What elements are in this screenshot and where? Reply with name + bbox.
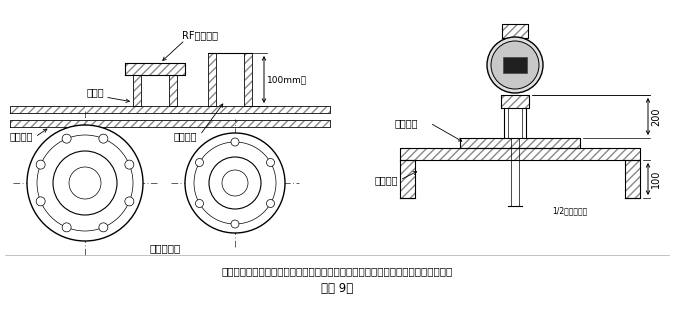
Text: 管道中心线: 管道中心线 [150,243,181,253]
Text: （图 9）: （图 9） [321,281,353,295]
Circle shape [62,223,71,232]
Text: 焊接点: 焊接点 [86,87,104,97]
Text: 管道外壁: 管道外壁 [375,175,398,185]
Bar [501,95,529,108]
Text: 100: 100 [651,170,661,188]
Circle shape [125,197,134,206]
Text: 200: 200 [651,107,661,126]
Circle shape [231,138,239,146]
Text: 工艺管道: 工艺管道 [10,131,34,141]
Circle shape [195,158,204,167]
Text: 1/2靶量管外径: 1/2靶量管外径 [553,206,588,215]
Text: 焊接短管: 焊接短管 [173,131,197,141]
Circle shape [99,134,108,143]
Circle shape [266,158,274,167]
Text: 100mm高: 100mm高 [267,75,307,84]
Circle shape [62,134,71,143]
Text: RF配套法兰: RF配套法兰 [182,30,218,40]
Circle shape [185,133,285,233]
Text: 配套短管: 配套短管 [395,118,419,128]
Circle shape [36,197,45,206]
Bar [169,75,177,106]
Bar [133,75,141,106]
Bar [503,57,527,73]
Bar [208,53,216,106]
Bar [502,24,528,38]
Bar [244,53,252,106]
Circle shape [266,199,274,208]
Bar [10,106,330,113]
Circle shape [125,160,134,169]
Circle shape [36,160,45,169]
Circle shape [27,125,143,241]
Circle shape [491,41,539,89]
Bar [625,160,640,198]
Circle shape [487,37,543,93]
Bar [125,63,185,75]
Bar [400,160,415,198]
Bar [10,120,330,127]
Bar [460,138,580,148]
Circle shape [231,220,239,228]
Bar [400,148,640,160]
Circle shape [195,199,204,208]
Text: 插入式流量计短管制作、安装示意图，根据流量计算采用不同的法兰及短管公称直径: 插入式流量计短管制作、安装示意图，根据流量计算采用不同的法兰及短管公称直径 [221,266,453,276]
Circle shape [99,223,108,232]
